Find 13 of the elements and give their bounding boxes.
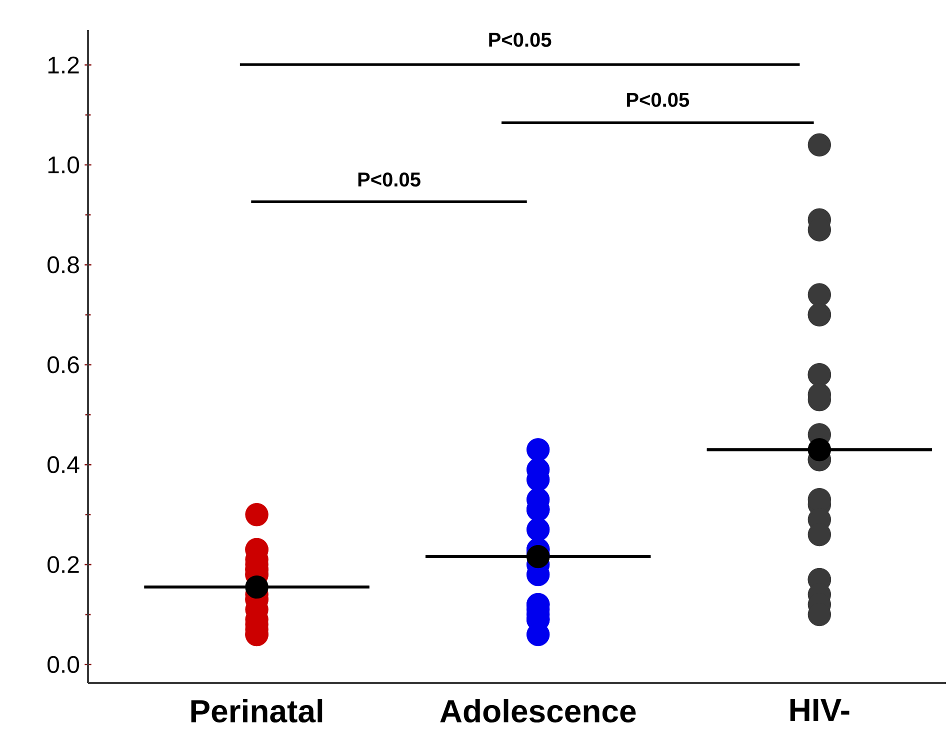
y-tick-label: 0.0 bbox=[48, 656, 80, 673]
annotation: P<0.05 bbox=[489, 32, 552, 47]
y-tick-label: 0.2 bbox=[48, 556, 79, 574]
x-tick-label: Adolescence bbox=[440, 699, 636, 723]
y-tick-label: 1.0 bbox=[48, 156, 80, 174]
annotation: P<0.05 bbox=[627, 92, 690, 107]
y-tick-label: 0.6 bbox=[48, 356, 79, 374]
annotation: P<0.05 bbox=[358, 172, 420, 187]
y-tick-label: 0.4 bbox=[48, 456, 80, 474]
y-tick-label: 0.8 bbox=[48, 256, 79, 274]
x-tick-label: Perinatal bbox=[191, 699, 322, 723]
x-tick-label: HIV- bbox=[790, 699, 850, 722]
y-tick-label: 1.2 bbox=[48, 56, 79, 74]
